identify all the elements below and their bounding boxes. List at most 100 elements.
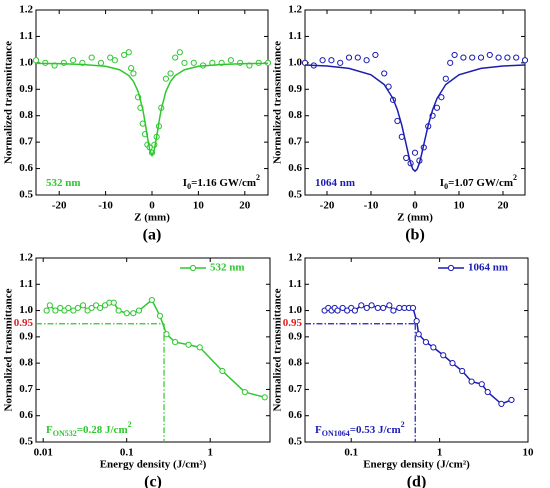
data-point <box>162 75 170 82</box>
data-point <box>363 304 370 312</box>
y-axis-label: Normalized transmittance <box>3 41 15 164</box>
annotation-part: =0.53 J/cm <box>350 424 401 436</box>
data-line <box>35 62 269 158</box>
data-point <box>396 304 403 312</box>
data-point <box>334 307 341 314</box>
y-axis-label: Normalized transmittance <box>3 288 15 411</box>
legend-label: 532 nm <box>210 262 245 274</box>
annotation-part: 2 <box>513 173 517 182</box>
x-tick-label: 20 <box>498 200 510 212</box>
annotation: FON532=0.28 J/cm2 <box>46 420 132 438</box>
data-point <box>413 317 420 325</box>
data-point <box>358 302 365 309</box>
data-point <box>521 57 529 64</box>
annotation: I0=1.16 GW/cm2 <box>183 173 260 191</box>
y-tick-label: 0.5 <box>288 189 302 201</box>
data-point <box>484 388 491 396</box>
data-point <box>88 54 95 61</box>
y-tick-label: 0.7 <box>288 383 302 395</box>
data-point <box>459 367 466 375</box>
data-point <box>495 54 502 61</box>
annotation-part: =0.28 J/cm <box>77 424 128 436</box>
annotation-part: I <box>183 177 187 189</box>
y-tick-label: 0.9 <box>19 83 33 95</box>
x-tick-label: 0 <box>412 200 418 212</box>
data-point <box>447 59 454 66</box>
y-tick-label: 0.7 <box>19 383 33 395</box>
data-line <box>46 298 265 399</box>
y-tick-label: 0.5 <box>19 436 33 448</box>
data-point <box>156 312 164 319</box>
x-tick-label: 10 <box>523 447 535 459</box>
data-point <box>368 302 375 309</box>
annotation-part: 0 <box>444 182 448 191</box>
legend-label: 1064 nm <box>468 262 508 274</box>
y-tick-label: 0.6 <box>288 162 302 174</box>
y-tick-label: 0.6 <box>288 409 302 421</box>
y-tick-label: 1.2 <box>288 4 302 16</box>
y-tick-label: 0.8 <box>288 357 302 369</box>
data-point <box>97 59 105 66</box>
y-tick-label: 0.9 <box>288 83 302 95</box>
y-tick-label: 0.8 <box>19 357 33 369</box>
data-point <box>60 59 67 66</box>
panel-label: (a) <box>143 227 162 244</box>
x-tick-label: 20 <box>239 200 251 212</box>
data-point <box>504 54 511 61</box>
data-point <box>477 54 485 61</box>
annotation: I0=1.07 GW/cm2 <box>440 173 517 191</box>
plot-frame <box>304 9 526 196</box>
panel: 0.5 0.6 0.7 0.8 0.9 1.0 1.1 1.2 0.1 1 10 Energy den… <box>272 252 534 488</box>
y-axis-label: Normalized transmittance <box>272 288 284 411</box>
x-axis-label: Energy density (J/cm²) <box>100 459 207 471</box>
data-point <box>440 352 447 359</box>
data-point <box>451 51 458 59</box>
data-point <box>409 304 417 312</box>
data-point <box>390 307 397 314</box>
y-tick-label: 1.1 <box>19 30 33 42</box>
data-point <box>486 51 493 59</box>
y-tick-label: 0.9 <box>19 330 33 342</box>
data-point <box>43 307 50 314</box>
data-point <box>115 307 122 314</box>
panel-label: (b) <box>405 227 425 244</box>
x-tick-label: 0.1 <box>120 447 134 459</box>
x-tick-label: 0.01 <box>34 447 53 459</box>
annotation-part: F <box>46 424 53 436</box>
plot-frame <box>35 257 271 443</box>
y-tick-label: 0.8 <box>19 109 33 121</box>
annotation: 532 nm <box>46 177 81 189</box>
annotation-part: I <box>440 177 444 189</box>
data-point <box>70 57 77 64</box>
x-tick-label: -10 <box>364 200 379 212</box>
y-tick-label: 1.0 <box>19 304 33 316</box>
plot-frame <box>304 257 529 443</box>
data-point <box>339 304 346 312</box>
y-tick-label: 1.0 <box>288 56 302 68</box>
x-tick-label: -10 <box>98 200 113 212</box>
annotation-part: =1.16 GW/cm <box>191 177 256 189</box>
data-point <box>403 154 410 162</box>
data-point <box>65 304 72 312</box>
data-point <box>411 149 419 156</box>
data-point <box>185 341 192 348</box>
y-tick-label: 0.5 <box>288 436 302 448</box>
data-point <box>121 51 128 59</box>
data-point <box>460 54 467 61</box>
data-point <box>32 57 40 64</box>
panel: 0.50.60.70.80.91.01.11.2-20 -10 0 10 20Z (mm… <box>3 4 272 244</box>
data-point <box>430 344 437 351</box>
data-point <box>88 304 95 312</box>
data-point <box>110 299 117 306</box>
legend-marker <box>447 264 455 272</box>
annotation-part: 2 <box>128 420 132 429</box>
annotation-part: 1064 nm <box>315 177 355 189</box>
data-point <box>196 344 203 351</box>
data-point <box>345 54 353 61</box>
y-tick-label: 0.6 <box>19 162 33 174</box>
data-point <box>386 302 393 309</box>
x-tick-label: -20 <box>52 200 67 212</box>
y-tick-label: 1.0 <box>288 304 302 316</box>
